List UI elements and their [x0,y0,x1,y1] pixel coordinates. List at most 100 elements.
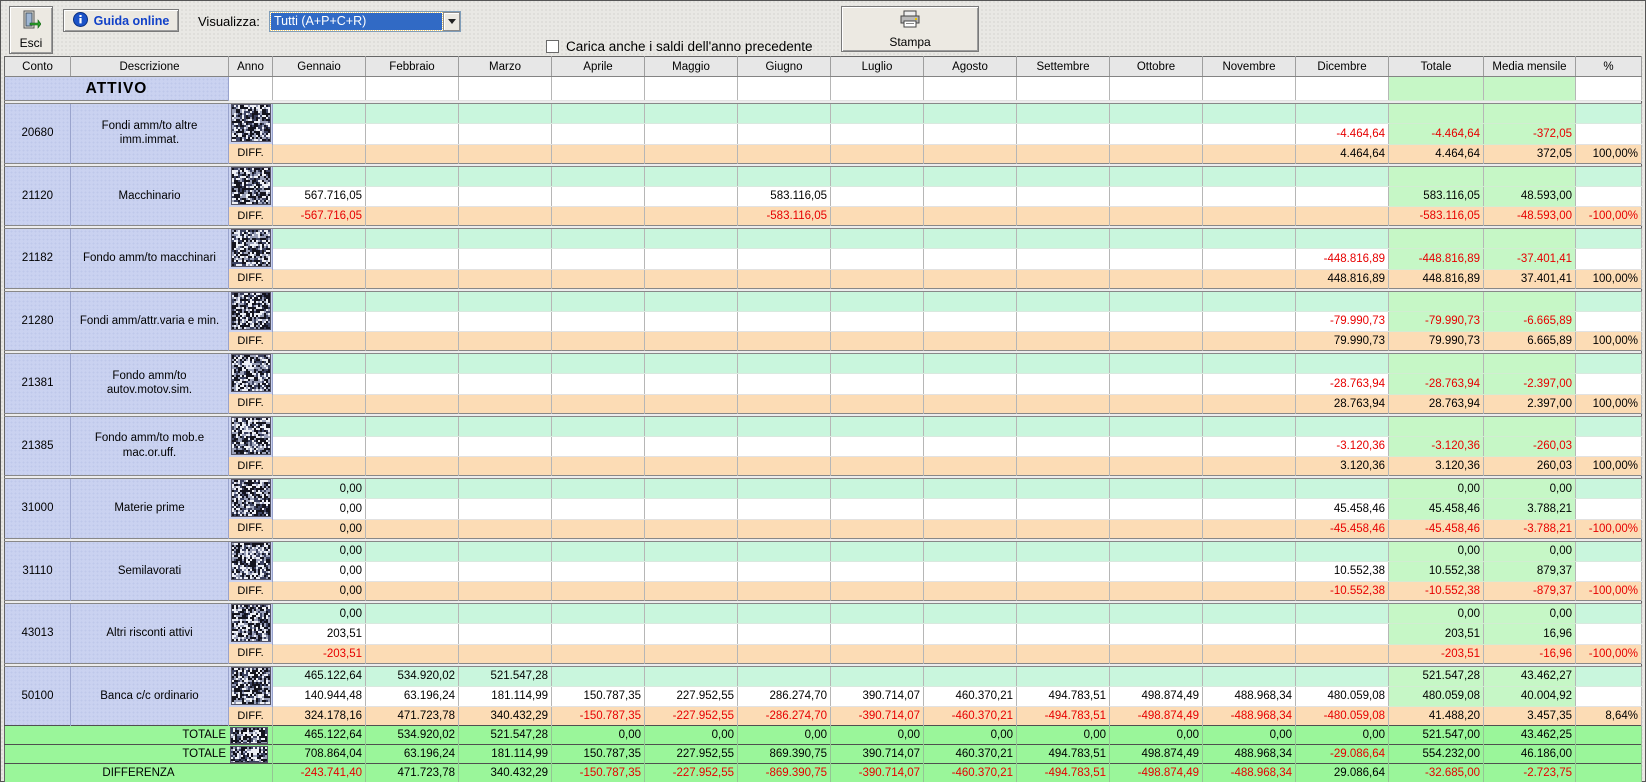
month-value-cell [737,456,831,476]
month-value-cell [1016,498,1110,520]
month-value-cell [737,541,831,562]
month-value-cell [830,623,924,645]
descrizione-cell: Banca c/c ordinario [70,666,229,726]
column-header-dicembre: Dicembre [1295,56,1389,77]
month-value-cell [1016,186,1110,208]
anno-redacted-noise [230,416,271,455]
month-total-cell: 0,00 [1202,725,1296,745]
percent-cell [1575,686,1642,708]
month-value-cell [551,456,645,476]
column-header-luglio: Luglio [830,56,924,77]
month-total-cell: 465.122,64 [272,725,366,745]
totale-cell: -10.552,38 [1388,581,1484,601]
guida-online-button[interactable]: Guida online [63,9,179,32]
month-value-cell [644,416,738,437]
percent-cell [1575,541,1642,562]
month-value-cell [737,269,831,288]
month-value-cell [923,436,1017,458]
month-value-cell [1295,186,1389,208]
month-value-cell: 340.432,29 [458,706,552,726]
esci-button[interactable]: Esci [9,6,53,54]
month-total-cell: 340.432,29 [458,763,552,782]
month-value-cell [644,561,738,583]
month-value-cell [644,269,738,288]
month-value-cell [1202,456,1296,476]
month-value-cell [1109,144,1203,163]
month-total-cell: -498.874,49 [1109,763,1203,782]
diff-label-cell: DIFF. [228,581,273,601]
conto-cell: 21120 [4,166,71,226]
month-value-cell: 0,00 [272,478,366,500]
media-cell: -2.397,00 [1483,373,1576,395]
month-value-cell: 0,00 [272,519,366,538]
month-total-cell: 227.952,55 [644,744,738,764]
media-cell: 879,37 [1483,561,1576,583]
month-value-cell [923,644,1017,663]
month-value-cell [644,103,738,125]
month-value-cell [1202,623,1296,645]
month-value-cell [1016,228,1110,250]
conto-cell: 43013 [4,603,71,663]
month-value-cell [1202,103,1296,125]
account-row: -448.816,89 -448.816,89 -37.401,41 [5,248,1642,270]
month-total-cell: 869.390,75 [737,744,831,764]
month-value-cell [644,436,738,458]
month-value-cell [737,498,831,520]
month-value-cell [1016,416,1110,437]
media-cell: -372,05 [1483,123,1576,145]
footer-label: DIFFERENZA [102,767,175,779]
column-header-agosto: Agosto [923,56,1017,77]
media-cell [1483,416,1576,437]
month-value-cell [272,144,366,163]
stampa-button[interactable]: Stampa [841,6,979,52]
month-value-cell [1016,644,1110,663]
totale-cell: 45.458,46 [1388,498,1484,520]
month-value-cell [1202,561,1296,583]
month-value-cell [644,144,738,163]
percent-cell [1575,166,1642,187]
account-row: 21280 Fondi amm/attr.varia e min. [4,291,1642,351]
month-total-cell: -227.952,55 [644,763,738,782]
month-value-cell [1295,291,1389,312]
value-cell [1483,76,1576,101]
month-value-cell [551,144,645,163]
month-value-cell [923,353,1017,375]
percent-cell [1575,291,1642,312]
month-value-cell: 63.196,24 [365,686,459,708]
month-value-cell [923,166,1017,187]
totale-cell: 0,00 [1388,541,1484,562]
month-value-cell: 10.552,38 [1295,561,1389,583]
month-value-cell [1202,416,1296,437]
month-value-cell [272,456,366,476]
media-total-cell: 43.462,25 [1483,725,1576,745]
visualizza-select[interactable]: Tutti (A+P+C+R) [269,11,461,32]
month-value-cell [1109,644,1203,663]
account-row: 21385 Fondo amm/to mob.e mac.or.uff. [4,416,1642,476]
month-value-cell [1109,206,1203,226]
month-value-cell [458,519,552,538]
month-value-cell [830,541,924,562]
month-value-cell [458,603,552,625]
account-row: 203,51 203,51 16,96 [5,623,1642,645]
month-total-cell: -29.086,64 [1295,744,1389,764]
month-value-cell [1202,373,1296,395]
month-value-cell: 324.178,16 [272,706,366,726]
month-value-cell [737,291,831,312]
month-value-cell [1109,269,1203,288]
month-value-cell [737,103,831,125]
block-separator [4,350,1642,354]
month-value-cell [272,248,366,270]
month-value-cell [923,373,1017,395]
totale-cell: 0,00 [1388,478,1484,500]
account-row: -3.120,36 -3.120,36 -260,03 [5,436,1642,458]
combo-dropdown-button[interactable] [443,12,460,31]
month-value-cell [923,144,1017,163]
block-separator [4,162,1642,167]
media-cell: -3.788,21 [1483,519,1576,538]
month-total-cell: 0,00 [551,725,645,745]
month-value-cell [272,331,366,351]
saldi-anno-precedente-checkbox[interactable] [546,40,559,53]
month-value-cell [1109,456,1203,476]
month-total-cell: 498.874,49 [1109,744,1203,764]
month-value-cell [272,311,366,333]
